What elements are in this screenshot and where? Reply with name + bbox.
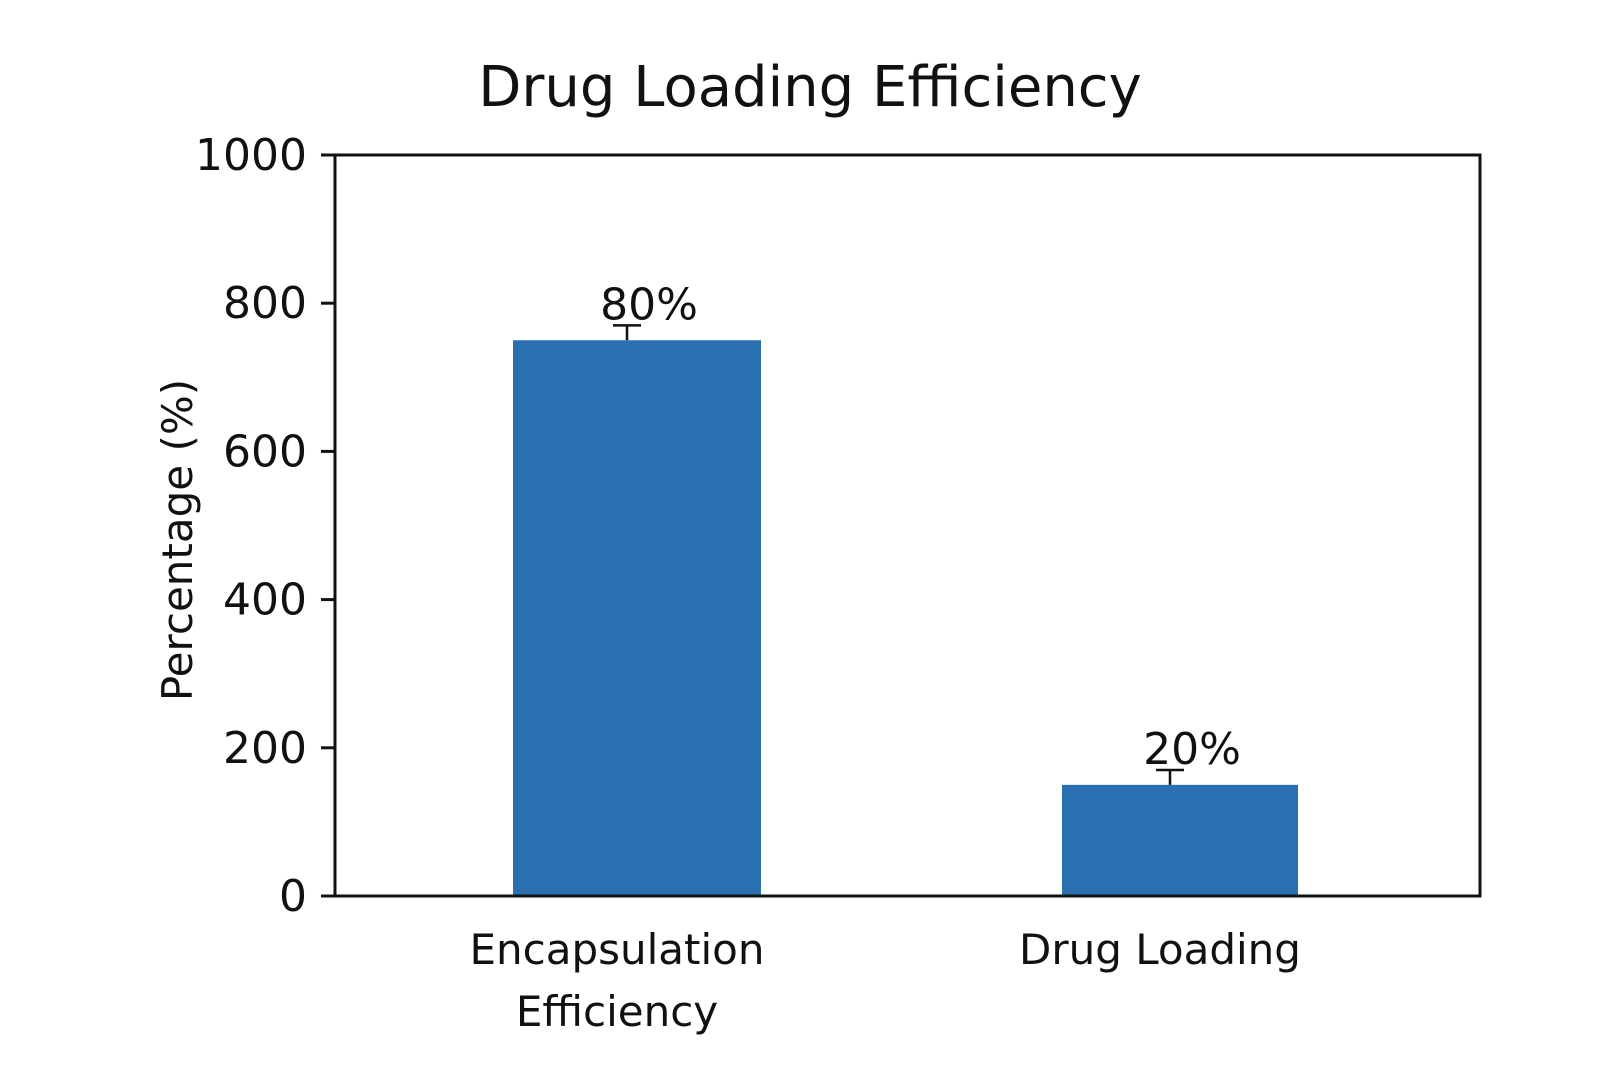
y-tick-label: 400 — [223, 575, 307, 626]
data-label: 20% — [1143, 724, 1241, 775]
bars-group — [513, 340, 1298, 896]
x-axis-categories: Encapsulation Efficiency Drug Loading — [469, 925, 1300, 1036]
bar — [513, 340, 761, 896]
x-category-label: Efficiency — [516, 987, 718, 1036]
bar — [1062, 784, 1298, 896]
data-labels-group: 80% 20% — [600, 279, 1241, 775]
y-tick-label: 0 — [279, 871, 307, 922]
chart-title: Drug Loading Efficiency — [478, 55, 1141, 120]
y-tick-label: 1000 — [195, 130, 307, 181]
x-category-label: Drug Loading — [1019, 925, 1301, 974]
y-tick-label: 200 — [223, 723, 307, 774]
y-axis-ticks: 0 200 400 600 800 1000 — [195, 130, 335, 922]
x-category-label: Encapsulation — [469, 925, 764, 974]
data-label: 80% — [600, 279, 698, 330]
plot-frame — [333, 153, 1482, 898]
y-axis-label: Percentage (%) — [153, 379, 202, 701]
y-tick-label: 800 — [223, 278, 307, 329]
y-tick-label: 600 — [223, 426, 307, 477]
error-bars-group — [613, 324, 1184, 785]
